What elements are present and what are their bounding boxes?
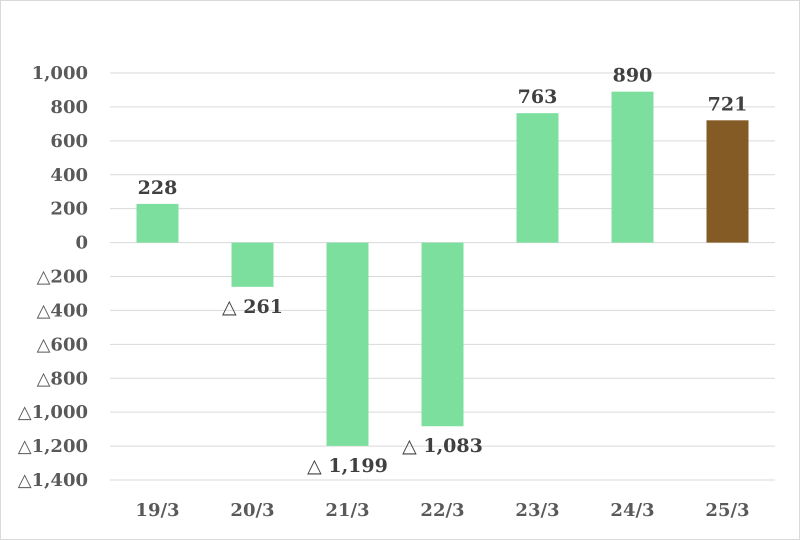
bar	[326, 242, 369, 446]
data-label: 763	[518, 86, 558, 108]
bars	[136, 91, 749, 446]
y-tick-label: 800	[50, 97, 88, 118]
x-tick-label: 24/3	[610, 500, 654, 521]
x-tick-label: 19/3	[135, 500, 179, 521]
x-tick-label: 21/3	[325, 500, 369, 521]
data-label: 721	[708, 93, 748, 115]
x-tick-label: 23/3	[515, 500, 559, 521]
data-labels: 228 △ 261 △ 1,199 △ 1,083 763 890 721	[138, 65, 748, 477]
bar	[136, 203, 179, 243]
y-tick-label: △400	[37, 300, 88, 321]
bar	[421, 242, 464, 427]
x-axis-ticks: 19/3 20/3 21/3 22/3 23/3 24/3 25/3	[135, 500, 749, 521]
y-tick-label: 600	[50, 131, 88, 152]
bar	[611, 91, 654, 243]
y-tick-label: 200	[50, 199, 88, 220]
y-tick-label: △800	[37, 368, 88, 389]
y-tick-label: △600	[37, 334, 88, 355]
data-label: 228	[138, 177, 178, 199]
data-label: 890	[613, 65, 653, 87]
bar	[706, 120, 749, 243]
x-tick-label: 20/3	[230, 500, 274, 521]
x-tick-label: 22/3	[420, 500, 464, 521]
y-tick-label: 0	[75, 233, 88, 254]
y-tick-label: △1,200	[18, 436, 88, 457]
data-label: △ 1,083	[402, 435, 483, 457]
x-tick-label: 25/3	[705, 500, 749, 521]
y-tick-label: △200	[37, 267, 88, 288]
y-tick-label: △1,000	[18, 402, 88, 423]
bar	[231, 242, 274, 287]
data-label: △ 261	[222, 296, 283, 318]
data-label: △ 1,199	[307, 455, 388, 477]
y-tick-label: 1,000	[32, 63, 88, 84]
y-tick-label: 400	[50, 165, 88, 186]
y-tick-label: △1,400	[18, 470, 88, 491]
bar	[516, 113, 559, 243]
y-axis-ticks: 1,000 800 600 400 200 0 △200 △400 △600 △800 △1,000…	[18, 63, 88, 491]
